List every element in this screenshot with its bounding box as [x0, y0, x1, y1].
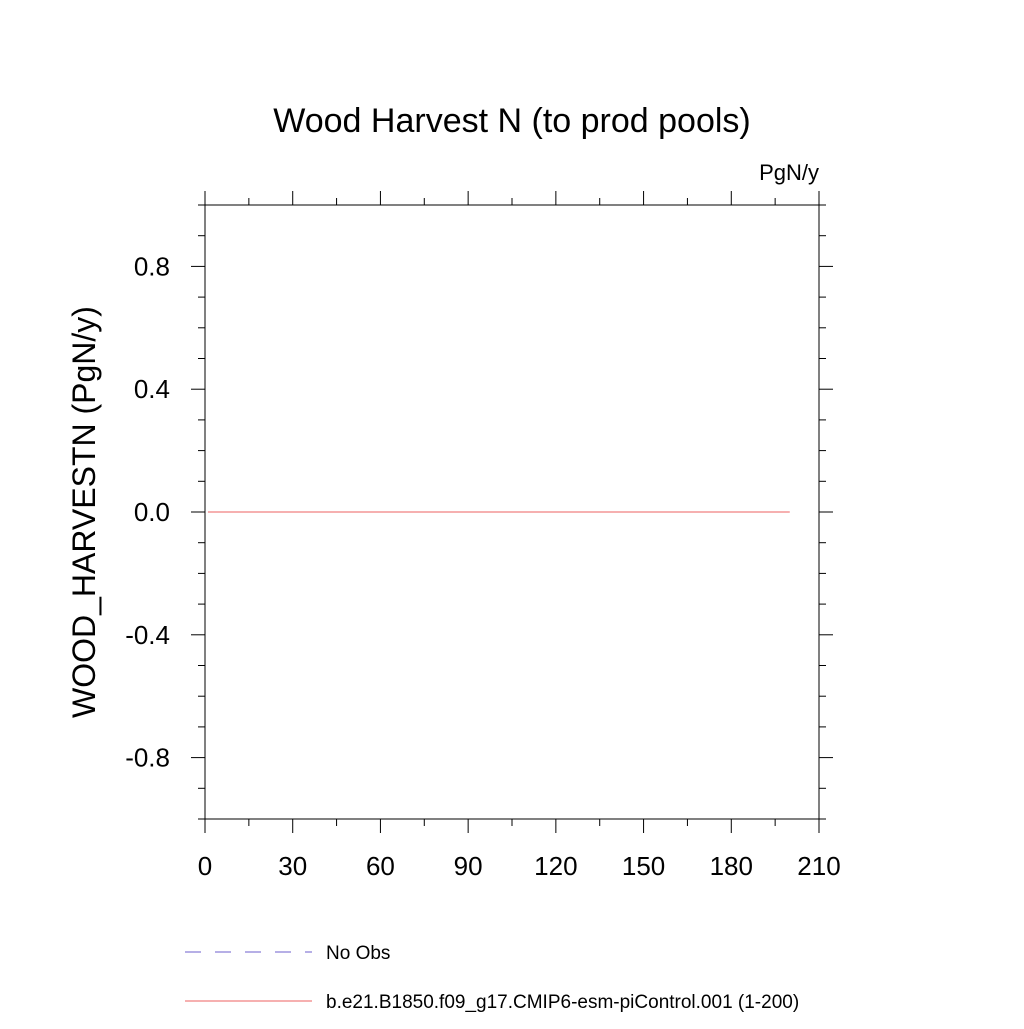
units-label: PgN/y [759, 160, 819, 185]
legend-label: No Obs [326, 943, 390, 964]
x-tick-label: 210 [797, 851, 840, 881]
y-tick-label: 0.4 [134, 374, 170, 404]
y-axis-label: WOOD_HARVESTN (PgN/y) [66, 306, 102, 718]
x-tick-label: 180 [710, 851, 753, 881]
x-tick-label: 30 [278, 851, 307, 881]
y-tick-label: -0.4 [125, 620, 170, 650]
x-tick-label: 150 [622, 851, 665, 881]
x-tick-label: 90 [454, 851, 483, 881]
y-tick-label: 0.0 [134, 497, 170, 527]
legend-label: b.e21.B1850.f09_g17.CMIP6-esm-piControl.… [326, 992, 799, 1013]
x-tick-label: 60 [366, 851, 395, 881]
legend: No Obs b.e21.B1850.f09_g17.CMIP6-esm-piCo… [185, 943, 799, 1013]
x-tick-label: 120 [534, 851, 577, 881]
plot-area: 0 30 60 90 120 150 180 210 -0.8 -0.4 0.0 0.4 0.8 [125, 191, 841, 881]
y-tick-label: 0.8 [134, 251, 170, 281]
y-tick-label: -0.8 [125, 743, 170, 773]
x-tick-label: 0 [198, 851, 212, 881]
chart-title: Wood Harvest N (to prod pools) [273, 102, 750, 140]
